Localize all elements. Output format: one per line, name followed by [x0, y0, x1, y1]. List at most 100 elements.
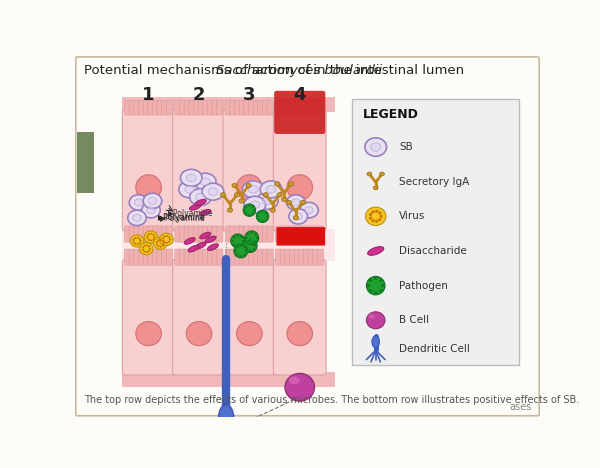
FancyBboxPatch shape	[258, 249, 264, 265]
Ellipse shape	[146, 244, 148, 246]
Ellipse shape	[205, 236, 216, 243]
FancyBboxPatch shape	[134, 249, 140, 265]
FancyBboxPatch shape	[143, 101, 149, 115]
FancyBboxPatch shape	[225, 249, 232, 265]
FancyBboxPatch shape	[198, 226, 205, 242]
FancyBboxPatch shape	[317, 249, 323, 265]
FancyBboxPatch shape	[152, 249, 158, 265]
Ellipse shape	[188, 245, 199, 252]
FancyBboxPatch shape	[124, 249, 131, 265]
Text: ▶Polyamine: ▶Polyamine	[160, 214, 206, 223]
Ellipse shape	[248, 250, 252, 252]
FancyBboxPatch shape	[304, 249, 310, 265]
FancyBboxPatch shape	[122, 110, 175, 231]
FancyBboxPatch shape	[352, 98, 519, 365]
Ellipse shape	[195, 199, 206, 205]
Ellipse shape	[137, 243, 139, 245]
Ellipse shape	[379, 215, 383, 218]
FancyBboxPatch shape	[275, 226, 282, 242]
FancyBboxPatch shape	[262, 249, 269, 265]
Ellipse shape	[184, 238, 195, 244]
FancyBboxPatch shape	[129, 101, 136, 115]
FancyBboxPatch shape	[129, 226, 136, 242]
FancyBboxPatch shape	[285, 249, 291, 265]
Ellipse shape	[263, 193, 268, 197]
Ellipse shape	[140, 240, 142, 242]
FancyBboxPatch shape	[315, 227, 320, 246]
FancyBboxPatch shape	[175, 249, 181, 265]
FancyBboxPatch shape	[281, 227, 287, 246]
Ellipse shape	[254, 241, 257, 243]
Ellipse shape	[292, 199, 300, 206]
Ellipse shape	[378, 218, 382, 221]
FancyBboxPatch shape	[166, 249, 173, 265]
FancyBboxPatch shape	[223, 259, 276, 375]
Ellipse shape	[142, 249, 144, 251]
FancyBboxPatch shape	[217, 249, 223, 265]
Ellipse shape	[163, 242, 165, 244]
Ellipse shape	[195, 242, 206, 249]
Text: Potential mechanisms of action of: Potential mechanisms of action of	[84, 64, 315, 77]
Ellipse shape	[162, 240, 164, 242]
Ellipse shape	[248, 239, 252, 241]
Ellipse shape	[190, 189, 211, 205]
Ellipse shape	[287, 195, 305, 210]
FancyBboxPatch shape	[253, 226, 259, 242]
Ellipse shape	[143, 193, 162, 209]
FancyBboxPatch shape	[230, 101, 236, 115]
FancyBboxPatch shape	[166, 101, 173, 115]
FancyBboxPatch shape	[290, 249, 296, 265]
FancyBboxPatch shape	[262, 101, 269, 115]
Ellipse shape	[261, 220, 264, 222]
FancyBboxPatch shape	[161, 249, 168, 265]
Ellipse shape	[164, 235, 166, 237]
Ellipse shape	[143, 250, 146, 253]
Ellipse shape	[305, 207, 313, 213]
FancyBboxPatch shape	[203, 101, 209, 115]
Ellipse shape	[260, 181, 282, 198]
Ellipse shape	[293, 216, 299, 220]
FancyBboxPatch shape	[225, 226, 232, 242]
FancyBboxPatch shape	[235, 101, 241, 115]
FancyBboxPatch shape	[173, 110, 226, 231]
FancyBboxPatch shape	[244, 249, 250, 265]
FancyBboxPatch shape	[157, 101, 163, 115]
Ellipse shape	[142, 247, 144, 249]
FancyBboxPatch shape	[184, 101, 190, 115]
Text: Secretory IgA: Secretory IgA	[399, 176, 469, 187]
Ellipse shape	[196, 193, 205, 201]
FancyBboxPatch shape	[175, 226, 181, 242]
Ellipse shape	[236, 234, 239, 237]
Ellipse shape	[286, 200, 292, 205]
Text: Disaccharide: Disaccharide	[399, 246, 467, 256]
FancyBboxPatch shape	[134, 226, 140, 242]
FancyBboxPatch shape	[294, 249, 301, 265]
FancyBboxPatch shape	[212, 226, 218, 242]
FancyBboxPatch shape	[280, 249, 286, 265]
Ellipse shape	[243, 244, 246, 247]
Ellipse shape	[152, 234, 155, 236]
Ellipse shape	[245, 248, 248, 251]
FancyBboxPatch shape	[248, 249, 255, 265]
Ellipse shape	[245, 231, 259, 245]
Ellipse shape	[133, 241, 135, 243]
Ellipse shape	[148, 239, 150, 241]
FancyBboxPatch shape	[290, 226, 296, 242]
Ellipse shape	[277, 193, 283, 197]
FancyBboxPatch shape	[299, 101, 305, 115]
Ellipse shape	[208, 244, 218, 250]
Text: ▶Polyamine: ▶Polyamine	[158, 213, 206, 222]
Ellipse shape	[133, 214, 141, 221]
Ellipse shape	[168, 241, 170, 242]
Ellipse shape	[194, 173, 216, 190]
Ellipse shape	[373, 186, 378, 190]
Ellipse shape	[181, 169, 202, 186]
FancyBboxPatch shape	[294, 101, 301, 115]
Ellipse shape	[266, 215, 269, 218]
Ellipse shape	[157, 239, 160, 241]
Ellipse shape	[289, 209, 308, 224]
FancyBboxPatch shape	[139, 101, 145, 115]
Ellipse shape	[190, 204, 201, 210]
FancyBboxPatch shape	[258, 226, 264, 242]
Ellipse shape	[234, 193, 239, 197]
